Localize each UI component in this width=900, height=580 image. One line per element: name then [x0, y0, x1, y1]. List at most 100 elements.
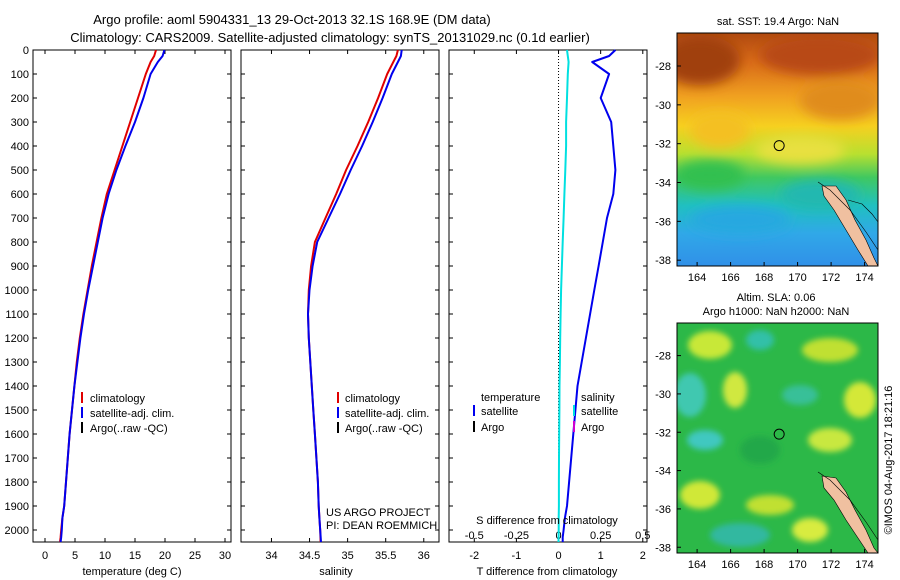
s-difference-label: S difference from climatology	[476, 515, 618, 527]
map-y-tick-label: -34	[655, 466, 671, 478]
salinity-lines	[307, 49, 403, 543]
x-tick-label: 30	[219, 550, 231, 562]
sla-map-title-line2: Argo h1000: NaN h2000: NaN	[703, 306, 850, 318]
salinity-x-label: salinity	[319, 566, 353, 578]
x-tick-label: 35	[341, 550, 353, 562]
figure-title-line1: Argo profile: aoml 5904331_13 29-Oct-201…	[93, 12, 490, 27]
depth-tick-label: 1900	[5, 501, 29, 513]
depth-tick-label: 1600	[5, 429, 29, 441]
map-x-tick-label: 172	[822, 559, 840, 571]
map-x-tick-label: 166	[721, 559, 739, 571]
x-tick-label: 0	[42, 550, 48, 562]
map-y-tick-label: -36	[655, 216, 671, 228]
x-tick-label: 2	[640, 550, 646, 562]
map-x-tick-label: 172	[822, 272, 840, 284]
map-x-tick-label: 168	[755, 272, 773, 284]
salinity-x-axis: 34 34.5 35 35.5 36	[265, 50, 430, 562]
sst-map-frame	[676, 32, 879, 267]
project-pi: PI: DEAN ROEMMICH	[326, 520, 437, 532]
depth-tick-label: 2000	[5, 525, 29, 537]
legend-climatology-label: climatology	[345, 393, 401, 405]
map-x-tick-label: 164	[688, 559, 706, 571]
x-tick-label: 1	[598, 550, 604, 562]
series-line-0	[307, 49, 399, 543]
sla-map-frame	[676, 322, 879, 554]
map-x-tick-label: 166	[721, 272, 739, 284]
depth-tick-label: 1300	[5, 357, 29, 369]
legend-argo-label: Argo(..raw -QC)	[345, 423, 423, 435]
difference-x-axis: -2 -1 0 1 2	[469, 50, 646, 562]
depth-tick-label: 1400	[5, 381, 29, 393]
legend-sal-satellite-label: satellite	[581, 406, 618, 418]
x-tick-label: 20	[159, 550, 171, 562]
depth-tick-label: 800	[11, 237, 29, 249]
temperature-axes-box	[32, 49, 232, 543]
map-y-tick-label: -30	[655, 100, 671, 112]
imos-stamp: ©IMOS 04-Aug-2017 18:21:16	[883, 386, 895, 535]
map-y-tick-label: -28	[655, 61, 671, 73]
x-tick-label: 25	[189, 550, 201, 562]
t-difference-label: T difference from climatology	[477, 566, 618, 578]
depth-tick-label: 400	[11, 141, 29, 153]
series-line-1	[307, 49, 403, 543]
legend-temp-satellite-label: satellite	[481, 406, 518, 418]
x-tick-label: 36	[418, 550, 430, 562]
map-x-tick-label: 170	[788, 272, 806, 284]
difference-panel: -2 -1 0 1 2 -0.5 -0.25 0 0.25 0.5 S difference f…	[448, 49, 650, 578]
series-line-0	[59, 49, 157, 543]
map-x-tick-label: 170	[788, 559, 806, 571]
argo-position-marker	[773, 140, 785, 152]
legend-argo-label: Argo(..raw -QC)	[90, 423, 168, 435]
depth-tick-label: 1500	[5, 405, 29, 417]
x-tick-label: -2	[469, 550, 479, 562]
legend-satellite-label: satellite-adj. clim.	[90, 408, 174, 420]
map-x-tick-label: 168	[755, 559, 773, 571]
map-y-tick-label: -36	[655, 504, 671, 516]
legend-satellite-label: satellite-adj. clim.	[345, 408, 429, 420]
sla-map-title-line1: Altim. SLA: 0.06	[737, 292, 816, 304]
map-y-tick-label: -32	[655, 427, 671, 439]
s-diff-tick-label: 0.5	[635, 530, 650, 542]
legend-climatology-label: climatology	[90, 393, 146, 405]
s-diff-tick-label: 0.25	[590, 530, 611, 542]
sla-map-panel: Altim. SLA: 0.06 Argo h1000: NaN h2000: …	[655, 292, 879, 571]
series-line-0	[561, 49, 617, 542]
x-tick-label: 0	[555, 550, 561, 562]
legend-salinity-header: salinity	[581, 392, 615, 404]
temperature-legend: climatology satellite-adj. clim. Argo(..…	[81, 392, 174, 435]
depth-tick-label: 900	[11, 261, 29, 273]
difference-axes-box	[448, 49, 648, 543]
temperature-panel: 0100200300400500600700800900100011001200…	[5, 45, 647, 578]
map-y-tick-label: -34	[655, 178, 671, 190]
argo-position-marker	[773, 428, 785, 440]
map-y-tick-label: -28	[655, 351, 671, 363]
x-tick-label: -1	[512, 550, 522, 562]
figure-title-line2: Climatology: CARS2009. Satellite-adjuste…	[70, 30, 590, 45]
depth-tick-label: 1700	[5, 453, 29, 465]
map-x-tick-label: 174	[855, 272, 873, 284]
sla-map-axes: 164 166 168 170 172 174 -28 -30 -32 -34 -36 -38	[655, 351, 874, 571]
s-diff-tick-label: -0.5	[465, 530, 484, 542]
map-y-tick-label: -38	[655, 542, 671, 554]
depth-tick-label: 600	[11, 189, 29, 201]
sst-map-panel: sat. SST: 19.4 Argo: NaN 164 166 168 170 172…	[655, 16, 879, 284]
x-tick-label: 5	[72, 550, 78, 562]
legend-temp-argo-label: Argo	[481, 422, 504, 434]
depth-axis: 0 100 200 300 400 500 600 700 800 900 1000 1100 1200…	[5, 45, 647, 537]
map-y-tick-label: -38	[655, 255, 671, 267]
map-x-tick-label: 174	[855, 559, 873, 571]
depth-tick-label: 1000	[5, 285, 29, 297]
map-y-tick-label: -32	[655, 139, 671, 151]
sla-map-image	[677, 323, 878, 553]
project-name: US ARGO PROJECT	[326, 507, 431, 519]
depth-tick-label: 0	[23, 45, 29, 57]
temperature-x-axis: 0 5 10 15 20 25 30	[42, 50, 231, 562]
map-y-tick-label: -30	[655, 389, 671, 401]
temperature-lines	[59, 49, 166, 543]
sst-map-axes: 164 166 168 170 172 174 -28 -30 -32 -34 -36 -38	[655, 61, 874, 284]
x-tick-label: 15	[129, 550, 141, 562]
depth-tick-label: 1200	[5, 333, 29, 345]
series-line-1	[557, 49, 570, 543]
depth-tick-label: 100	[11, 69, 29, 81]
